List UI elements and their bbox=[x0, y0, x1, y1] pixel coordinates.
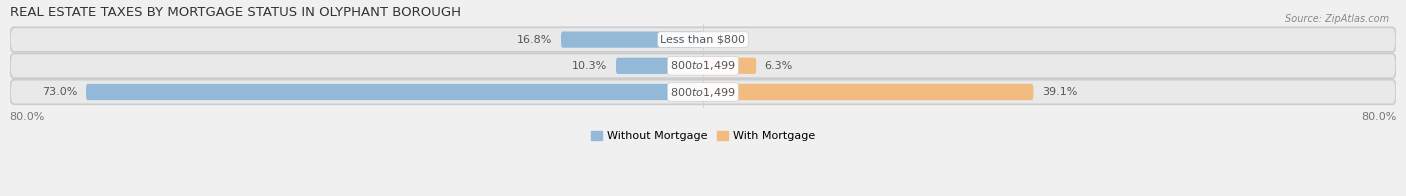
Legend: Without Mortgage, With Mortgage: Without Mortgage, With Mortgage bbox=[586, 127, 820, 146]
FancyBboxPatch shape bbox=[86, 84, 703, 100]
Text: 0.0%: 0.0% bbox=[711, 35, 740, 45]
FancyBboxPatch shape bbox=[703, 84, 1033, 100]
Text: REAL ESTATE TAXES BY MORTGAGE STATUS IN OLYPHANT BOROUGH: REAL ESTATE TAXES BY MORTGAGE STATUS IN … bbox=[10, 5, 461, 19]
Text: 73.0%: 73.0% bbox=[42, 87, 77, 97]
Text: 16.8%: 16.8% bbox=[517, 35, 553, 45]
FancyBboxPatch shape bbox=[10, 80, 1396, 104]
Text: 10.3%: 10.3% bbox=[572, 61, 607, 71]
Text: Source: ZipAtlas.com: Source: ZipAtlas.com bbox=[1285, 14, 1389, 24]
FancyBboxPatch shape bbox=[703, 58, 756, 74]
FancyBboxPatch shape bbox=[561, 32, 703, 48]
Text: $800 to $1,499: $800 to $1,499 bbox=[671, 59, 735, 72]
FancyBboxPatch shape bbox=[10, 54, 1396, 78]
Text: 6.3%: 6.3% bbox=[765, 61, 793, 71]
FancyBboxPatch shape bbox=[616, 58, 703, 74]
Text: $800 to $1,499: $800 to $1,499 bbox=[671, 85, 735, 99]
Text: Less than $800: Less than $800 bbox=[661, 35, 745, 45]
FancyBboxPatch shape bbox=[10, 27, 1396, 52]
Text: 39.1%: 39.1% bbox=[1042, 87, 1077, 97]
